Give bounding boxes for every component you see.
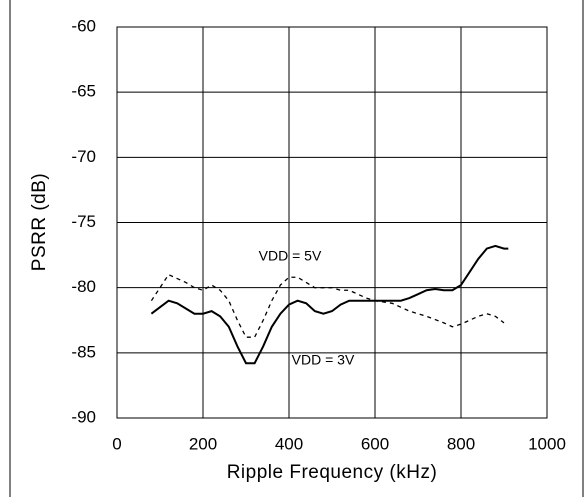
series-annotation: VDD = 5V (259, 248, 322, 264)
y-tick-label: -65 (71, 82, 96, 101)
y-tick-label: -75 (71, 212, 96, 231)
x-axis-label: Ripple Frequency (kHz) (227, 462, 438, 483)
series-line (150, 273, 505, 338)
x-tick-label: 200 (189, 434, 217, 453)
x-tick-label: 600 (361, 434, 389, 453)
y-tick-label: -60 (71, 16, 96, 35)
x-tick-label: 1000 (528, 434, 566, 453)
y-tick-label: -70 (71, 147, 96, 166)
series-annotation: VDD = 3V (292, 352, 355, 368)
x-tick-label: 400 (275, 434, 303, 453)
x-tick-label: 800 (447, 434, 475, 453)
series-line (150, 244, 509, 365)
y-tick-label: -80 (71, 277, 96, 296)
x-tick-label: 0 (112, 434, 121, 453)
frame (9, 0, 584, 497)
y-tick-label: -90 (71, 407, 96, 426)
y-tick-label: -85 (71, 342, 96, 361)
y-axis-label: PSRR (dB) (29, 173, 50, 271)
